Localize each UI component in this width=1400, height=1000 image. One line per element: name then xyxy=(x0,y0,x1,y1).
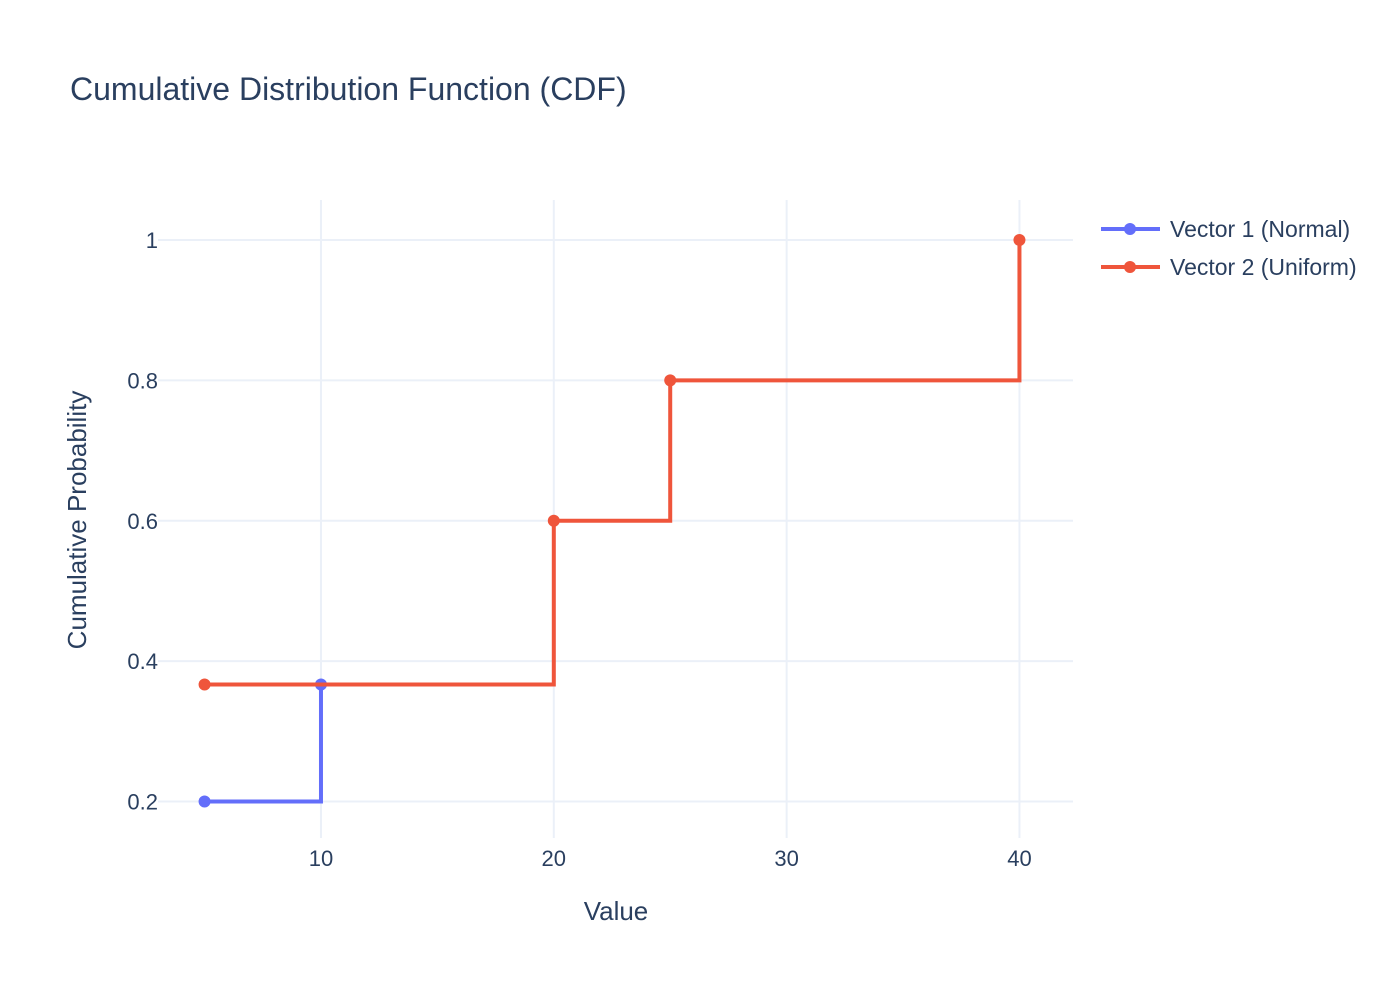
y-tick-labels: 0.2 0.4 0.6 0.8 1 xyxy=(127,228,158,814)
chart-title: Cumulative Distribution Function (CDF) xyxy=(70,71,627,107)
legend-label: Vector 2 (Uniform) xyxy=(1170,254,1357,280)
x-tick-labels: 10 20 30 40 xyxy=(309,846,1032,871)
series-1-point[interactable] xyxy=(198,795,211,808)
series-2-point[interactable] xyxy=(547,514,560,527)
x-tick-label: 20 xyxy=(542,846,566,871)
legend-item-2[interactable]: Vector 2 (Uniform) xyxy=(1101,254,1357,280)
x-axis-title: Value xyxy=(584,896,649,926)
x-tick-label: 30 xyxy=(774,846,798,871)
y-axis-title: Cumulative Probability xyxy=(62,391,92,650)
y-tick-label: 1 xyxy=(146,228,158,253)
x-tick-label: 40 xyxy=(1007,846,1031,871)
y-tick-label: 0.4 xyxy=(127,649,158,674)
series-2-point[interactable] xyxy=(1013,234,1026,247)
legend[interactable]: Vector 1 (Normal) Vector 2 (Uniform) xyxy=(1101,216,1357,280)
series-1 xyxy=(198,678,327,808)
series-layer xyxy=(198,234,1026,808)
y-tick-label: 0.2 xyxy=(127,790,158,815)
y-tick-label: 0.8 xyxy=(127,368,158,393)
series-2-point[interactable] xyxy=(198,678,211,691)
legend-swatch-marker xyxy=(1124,261,1136,273)
series-2-line xyxy=(204,240,1022,687)
series-2 xyxy=(198,234,1026,691)
x-tick-label: 10 xyxy=(309,846,333,871)
series-1-line xyxy=(204,684,323,804)
y-tick-label: 0.6 xyxy=(127,509,158,534)
legend-label: Vector 1 (Normal) xyxy=(1170,216,1350,242)
legend-item-1[interactable]: Vector 1 (Normal) xyxy=(1101,216,1350,242)
series-2-point[interactable] xyxy=(664,374,677,387)
legend-swatch-marker xyxy=(1124,223,1136,235)
